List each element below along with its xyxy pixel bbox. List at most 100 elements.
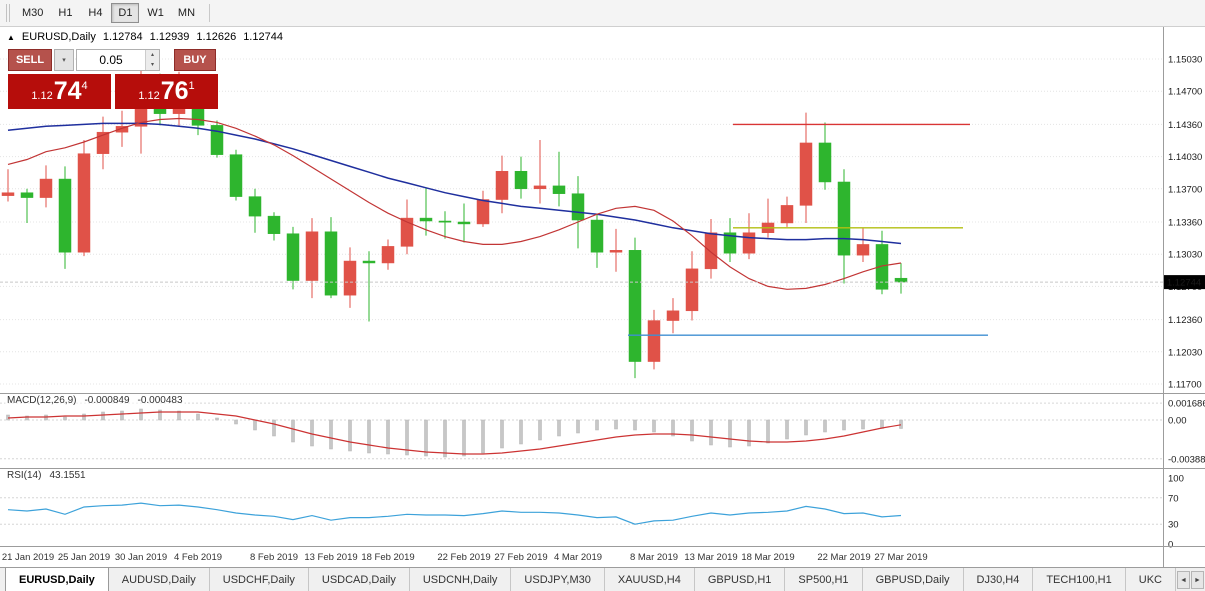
chart-mark: 1.13030 xyxy=(1168,250,1202,261)
chart-mark xyxy=(628,250,642,362)
chart-mark xyxy=(381,246,395,264)
timeframe-d1[interactable]: D1 xyxy=(111,3,140,23)
volume-spinner: ▴ ▾ xyxy=(145,50,159,70)
chart-mark: -0.00388 xyxy=(1168,454,1205,465)
date-label: 22 Mar 2019 xyxy=(817,552,870,563)
date-label: 8 Feb 2019 xyxy=(250,552,298,563)
chart-mark xyxy=(652,419,656,433)
chart-mark xyxy=(747,419,751,447)
timeframe-m30[interactable]: M30 xyxy=(16,3,49,23)
chart-mark xyxy=(443,419,447,458)
tab-gbpusd-daily[interactable]: GBPUSD,Daily xyxy=(863,568,964,591)
sell-price-display[interactable]: 1.12 74 4 xyxy=(8,74,111,109)
tab-usdcnh-daily[interactable]: USDCNH,Daily xyxy=(410,568,512,591)
chart-mark xyxy=(842,419,846,431)
chart-mark xyxy=(823,419,827,433)
tab-tech100-h1[interactable]: TECH100,H1 xyxy=(1033,568,1126,591)
rsi-value: 43.1551 xyxy=(49,470,86,481)
bid-price-badge xyxy=(1163,275,1205,290)
sell-button[interactable]: SELL xyxy=(8,49,52,71)
chart-area: 1.15030 1.14700 1.14360 1.14030 1.13700 1.133… xyxy=(0,27,1205,567)
chart-mark xyxy=(595,419,599,431)
chart-mark xyxy=(77,153,91,253)
tab-scroll-left-icon[interactable]: ◄ xyxy=(1177,571,1190,589)
chart-mark xyxy=(39,178,53,198)
tab-xauusd-h4[interactable]: XAUUSD,H4 xyxy=(605,568,695,591)
tab-sp500-h1[interactable]: SP500,H1 xyxy=(785,568,863,591)
chart-mark: 1.15030 xyxy=(1168,55,1202,66)
chart-mark xyxy=(400,217,414,247)
date-label: 4 Feb 2019 xyxy=(174,552,222,563)
chart-mark xyxy=(609,250,623,253)
chart-mark: 1.11700 xyxy=(1168,380,1202,391)
chart-mark xyxy=(742,232,756,254)
chart-mark xyxy=(310,419,314,447)
chart-mark xyxy=(552,185,566,194)
timeframe-h4[interactable]: H4 xyxy=(81,3,109,23)
tab-audusd-daily[interactable]: AUDUSD,Daily xyxy=(109,568,210,591)
tab-scroll-controls: ◄ ► xyxy=(1177,571,1204,589)
chart-mark xyxy=(253,419,257,431)
chart-mark xyxy=(362,260,376,264)
chart-mark xyxy=(538,419,542,441)
chart-canvas[interactable]: 1.15030 1.14700 1.14360 1.14030 1.13700 1.133… xyxy=(0,27,1205,567)
chart-mark xyxy=(723,232,737,254)
chart-mark xyxy=(234,419,238,425)
chart-mark xyxy=(899,419,903,429)
chart-mark xyxy=(20,192,34,198)
date-label: 21 Jan 2019 xyxy=(2,552,54,563)
timeframe-mn[interactable]: MN xyxy=(172,3,201,23)
chart-mark: 0 xyxy=(1168,540,1173,551)
tab-ukc-clipped[interactable]: UKC xyxy=(1126,568,1176,591)
chart-mark xyxy=(633,419,637,431)
chart-mark xyxy=(462,419,466,457)
toolbar-separator xyxy=(209,4,211,22)
buy-button[interactable]: BUY xyxy=(174,49,216,71)
chart-mark: 1.13700 xyxy=(1168,184,1202,195)
buy-price-display[interactable]: 1.12 76 1 xyxy=(115,74,218,109)
sell-price-prefix: 1.12 xyxy=(31,90,53,102)
tab-usdcad-daily[interactable]: USDCAD,Daily xyxy=(309,568,410,591)
one-click-trading-panel: SELL ▾ ▴ ▾ BUY 1.12 74 4 1.1 xyxy=(8,49,218,109)
chart-mark xyxy=(215,417,219,421)
volume-decrease-button[interactable]: ▾ xyxy=(146,60,159,70)
macd-histogram-layer xyxy=(6,408,903,458)
chart-mark: 1.13360 xyxy=(1168,217,1202,228)
macd-name: MACD(12,26,9) xyxy=(7,395,77,406)
macd-indicator-label: MACD(12,26,9) -0.000849 -0.000483 xyxy=(5,395,185,406)
chart-mark xyxy=(196,413,200,421)
tab-gbpusd-h1[interactable]: GBPUSD,H1 xyxy=(695,568,786,591)
chart-mark xyxy=(63,416,67,421)
buy-price-pips: 76 xyxy=(160,77,189,105)
tab-dj30-h4[interactable]: DJ30,H4 xyxy=(964,568,1034,591)
chart-mark xyxy=(25,415,29,421)
chart-mark: 1.12030 xyxy=(1168,347,1202,358)
timeframe-w1[interactable]: W1 xyxy=(141,3,170,23)
timeframe-h1[interactable]: H1 xyxy=(51,3,79,23)
chart-mark xyxy=(120,410,124,421)
chart-mark xyxy=(799,142,813,206)
chart-mark xyxy=(647,320,661,362)
tab-scroll-right-icon[interactable]: ► xyxy=(1191,571,1204,589)
chart-mark xyxy=(861,419,865,430)
volume-increase-button[interactable]: ▴ xyxy=(146,50,159,60)
volume-dropdown-button[interactable]: ▾ xyxy=(54,49,74,71)
chart-mark xyxy=(229,154,243,197)
volume-input[interactable] xyxy=(77,50,145,70)
tab-eurusd-daily[interactable]: EURUSD,Daily xyxy=(5,568,109,591)
chart-mark xyxy=(728,419,732,448)
tab-usdchf-daily[interactable]: USDCHF,Daily xyxy=(210,568,309,591)
chart-mark xyxy=(272,419,276,437)
chart-mark xyxy=(614,419,618,430)
sell-price-point: 4 xyxy=(81,79,88,92)
tab-usdjpy-m30[interactable]: USDJPY,M30 xyxy=(511,568,605,591)
chart-mark xyxy=(557,419,561,437)
date-label: 27 Feb 2019 xyxy=(494,552,547,563)
toolbar-grip[interactable] xyxy=(6,4,10,22)
collapse-arrow-icon[interactable]: ▲ xyxy=(7,32,15,42)
chart-mark xyxy=(481,419,485,454)
date-label: 13 Mar 2019 xyxy=(684,552,737,563)
chart-mark xyxy=(1,192,15,196)
chart-mark xyxy=(115,126,129,133)
chevron-down-icon: ▾ xyxy=(62,57,66,64)
